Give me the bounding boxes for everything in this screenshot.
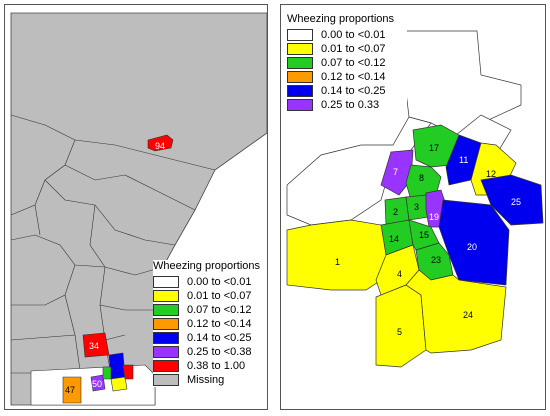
legend-label: 0.00 to <0.01 [321, 29, 386, 41]
legend-item: 0.38 to 1.00 [153, 359, 265, 373]
region-red-south [122, 364, 134, 380]
region-47 [62, 376, 82, 404]
region-label-12: 12 [486, 169, 496, 179]
region-label-94: 94 [155, 141, 165, 151]
manitoba-map: 94 34 47 50 [10, 12, 267, 406]
legend-swatch [287, 71, 313, 83]
legend-item: 0.25 to 0.33 [287, 98, 407, 112]
legend-label: 0.01 to <0.07 [321, 43, 386, 55]
legend-item: 0.14 to <0.25 [287, 84, 407, 98]
legend-right: Wheezing proportions 0.00 to <0.01 0.01 t… [287, 13, 407, 112]
legend-title: Wheezing proportions [287, 13, 395, 25]
legend-swatch [153, 276, 179, 288]
legend-item: 0.00 to <0.01 [153, 275, 265, 289]
region-purple [90, 374, 106, 392]
region-label-34: 34 [89, 341, 99, 351]
legend-label: 0.14 to <0.25 [187, 332, 252, 344]
legend-swatch [153, 346, 179, 358]
legend-item: 0.01 to <0.07 [153, 289, 265, 303]
legend-item: 0.07 to <0.12 [287, 56, 407, 70]
region-label-24: 24 [463, 310, 473, 320]
region-label-2: 2 [393, 207, 398, 217]
region-24 [405, 269, 507, 354]
legend-label: Missing [187, 374, 225, 386]
legend-swatch [153, 290, 179, 302]
region-label-11: 11 [459, 155, 468, 165]
legend-item: 0.12 to <0.14 [287, 70, 407, 84]
region-label-3: 3 [414, 202, 419, 212]
legend-item: 0.00 to <0.01 [287, 28, 407, 42]
legend-swatch [287, 43, 313, 55]
legend-label: 0.12 to <0.14 [187, 318, 252, 330]
winnipeg-map: 17 11 7 8 12 25 2 3 19 14 15 20 1 4 23 5… [286, 30, 544, 368]
legend-item: 0.12 to <0.14 [153, 317, 265, 331]
region-label-25: 25 [511, 197, 521, 207]
region-label-47: 47 [65, 385, 75, 395]
region-1 [286, 219, 390, 291]
region-5 [375, 284, 427, 368]
legend-left: Wheezing proportions 0.00 to <0.01 0.01 t… [153, 260, 265, 387]
region-label-19: 19 [429, 212, 439, 222]
legend-swatch [153, 332, 179, 344]
legend-swatch [287, 29, 313, 41]
legend-label: 0.00 to <0.01 [187, 276, 252, 288]
legend-label: 0.07 to <0.12 [187, 304, 252, 316]
region-label-8: 8 [419, 173, 424, 183]
legend-swatch [153, 374, 179, 386]
legend-label: 0.07 to <0.12 [321, 57, 386, 69]
legend-label: 0.25 to <0.38 [187, 346, 252, 358]
region-20 [438, 199, 510, 286]
region-label-5: 5 [397, 327, 402, 337]
legend-label: 0.38 to 1.00 [187, 360, 246, 372]
manitoba-map-panel: 94 34 47 50 Wheezing proportions 0.00 to… [4, 4, 268, 410]
region-label-1: 1 [335, 257, 340, 267]
legend-item: 0.25 to <0.38 [153, 345, 265, 359]
region-label-23: 23 [431, 255, 441, 265]
region-label-14: 14 [389, 234, 399, 244]
legend-swatch [153, 360, 179, 372]
legend-swatch [287, 57, 313, 69]
region-7 [380, 149, 414, 196]
winnipeg-map-panel: 17 11 7 8 12 25 2 3 19 14 15 20 1 4 23 5… [280, 4, 546, 410]
legend-title: Wheezing proportions [153, 260, 261, 272]
region-label-4: 4 [397, 269, 402, 279]
region-94 [147, 134, 174, 152]
legend-item: 0.01 to <0.07 [287, 42, 407, 56]
legend-swatch [153, 304, 179, 316]
legend-swatch [287, 85, 313, 97]
region-yellow [110, 376, 128, 392]
legend-swatch [153, 318, 179, 330]
legend-label: 0.14 to <0.25 [321, 85, 386, 97]
legend-label: 0.01 to <0.07 [187, 290, 252, 302]
legend-item: Missing [153, 373, 265, 387]
region-label-15: 15 [419, 230, 429, 240]
region-blue [108, 352, 126, 380]
region-label-20: 20 [467, 242, 477, 252]
legend-label: 0.25 to 0.33 [321, 99, 380, 111]
legend-swatch [287, 99, 313, 111]
region-label-50: 50 [92, 379, 102, 389]
region-label-17: 17 [429, 143, 439, 153]
legend-label: 0.12 to <0.14 [321, 71, 386, 83]
legend-item: 0.07 to <0.12 [153, 303, 265, 317]
region-label-7: 7 [393, 167, 398, 177]
legend-item: 0.14 to <0.25 [153, 331, 265, 345]
region-green [102, 366, 112, 380]
